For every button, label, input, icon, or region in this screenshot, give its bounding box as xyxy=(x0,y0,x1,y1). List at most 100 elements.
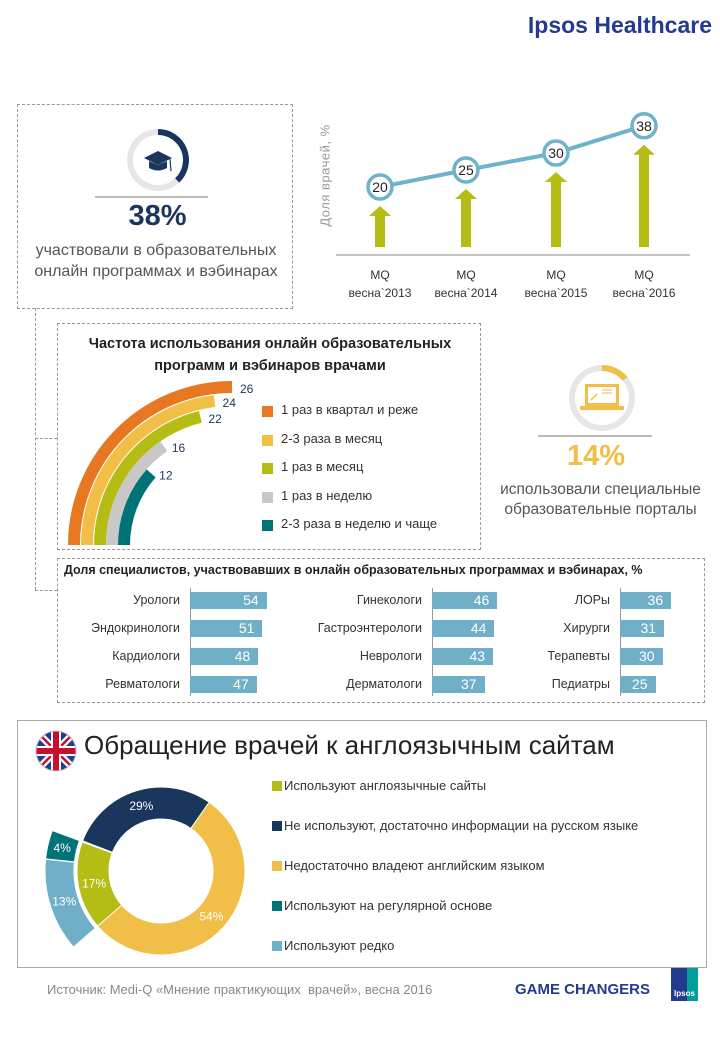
source-note: Источник: Medi-Q «Мнение практикующих вр… xyxy=(47,982,433,997)
arc-value-label: 12 xyxy=(159,468,173,482)
growth-arrow xyxy=(369,206,391,247)
trend-line xyxy=(379,123,645,189)
caption-line: образовательные порталы xyxy=(504,501,697,518)
programs-ring xyxy=(127,129,189,191)
specialists-chart-box xyxy=(57,558,705,703)
specialty-label: Кардиологи xyxy=(112,649,180,663)
laptop-icon xyxy=(580,384,624,410)
specialty-label: Дерматологи xyxy=(346,677,422,691)
specialty-bar: 44 xyxy=(432,620,495,637)
pie-slice xyxy=(96,801,246,956)
data-label: 30 xyxy=(548,145,564,161)
english-sites-title: Обращение врачей к англоязычным сайтам xyxy=(84,730,615,760)
portals-percent: 14% xyxy=(566,440,626,472)
specialty-bar: 43 xyxy=(432,648,494,665)
x-tick-label: MQ весна`2016 xyxy=(599,266,689,302)
programs-percent: 38% xyxy=(128,200,187,232)
brand-title: Ipsos Healthcare xyxy=(527,12,712,38)
y-axis-label: Доля врачей, % xyxy=(317,124,333,227)
caption-line: использовали специальные xyxy=(500,481,701,498)
frequency-arc xyxy=(106,441,168,546)
legend-label: 2-3 раза в неделю и чаще xyxy=(281,516,438,531)
programs-stat-box xyxy=(17,104,293,309)
specialty-label: ЛОРы xyxy=(574,593,610,607)
specialty-label: Урологи xyxy=(133,593,180,607)
legend-label: Не используют, достаточно информации на … xyxy=(284,818,639,833)
legend-swatch xyxy=(272,781,282,791)
pie-slice-label: 17% xyxy=(82,876,106,890)
specialty-bar: 51 xyxy=(190,620,263,637)
legend-swatch xyxy=(262,463,273,474)
specialty-bar: 30 xyxy=(620,648,663,665)
connector-line xyxy=(35,308,36,590)
frequency-chart-title: Частота использования онлайн образовател… xyxy=(60,333,480,377)
legend-swatch xyxy=(262,520,273,531)
title-line: программ и вэбинаров врачами xyxy=(154,358,386,374)
legend-label: Используют на регулярной основе xyxy=(284,898,493,913)
frequency-arc xyxy=(118,469,156,546)
uk-flag-icon xyxy=(35,730,77,772)
connector-line xyxy=(35,438,57,439)
legend-swatch xyxy=(272,821,282,831)
bar-axis xyxy=(432,588,433,696)
specialty-bar: 25 xyxy=(620,676,656,693)
specialty-bar: 36 xyxy=(620,592,672,609)
specialty-label: Эндокринологи xyxy=(90,621,180,635)
specialists-chart-title: Доля специалистов, участвовавших в онлай… xyxy=(64,563,643,577)
specialty-label: Педиатры xyxy=(551,677,610,691)
programs-caption: участвовали в образовательных онлайн про… xyxy=(20,240,292,282)
arc-value-label: 22 xyxy=(208,412,222,426)
legend-label: 2-3 раза в месяц xyxy=(281,430,383,446)
tick-line: весна`2014 xyxy=(434,286,498,300)
pie-slice-label: 54% xyxy=(199,910,223,924)
specialty-label: Хирурги xyxy=(563,621,610,635)
tick-line: MQ xyxy=(546,268,566,282)
growth-arrow xyxy=(633,144,655,247)
specialty-bar: 47 xyxy=(190,676,257,693)
game-changers-tagline: GAME CHANGERS xyxy=(515,981,651,998)
specialty-label: Терапевты xyxy=(547,649,610,663)
legend-swatch xyxy=(272,941,282,951)
legend-swatch xyxy=(262,491,273,503)
x-tick-label: MQ весна`2013 xyxy=(335,266,425,302)
frequency-chart-box xyxy=(57,323,481,550)
data-point xyxy=(542,139,570,167)
specialty-bar: 46 xyxy=(432,592,498,609)
data-point xyxy=(452,156,480,184)
frequency-arc xyxy=(94,411,202,546)
connector-line xyxy=(35,590,57,591)
tick-line: весна`2016 xyxy=(612,286,676,300)
tick-line: MQ xyxy=(370,268,390,282)
legend-label: Недостаточно владеют английским языком xyxy=(284,858,545,873)
frequency-arc xyxy=(68,381,233,546)
specialty-label: Ревматологи xyxy=(105,677,180,691)
specialty-label: Неврологи xyxy=(359,649,422,663)
pie-slice xyxy=(45,829,81,863)
ipsos-logo-text: Ipsos xyxy=(674,989,695,998)
legend-swatch xyxy=(272,901,282,911)
pie-slice-label: 13% xyxy=(52,895,76,909)
tick-line: весна`2013 xyxy=(348,286,412,300)
legend-label: 1 раз в месяц xyxy=(281,459,364,474)
legend-swatch xyxy=(262,434,273,446)
specialty-bar: 54 xyxy=(190,592,267,609)
legend-swatch xyxy=(262,406,273,417)
arc-value-label: 24 xyxy=(223,396,237,410)
data-label: 20 xyxy=(372,179,388,195)
portals-caption: использовали специальные образовательные… xyxy=(478,480,720,520)
pie-slice xyxy=(81,786,211,854)
tick-line: весна`2015 xyxy=(524,286,588,300)
legend-label: Используют англоязычные сайты xyxy=(284,778,487,793)
pie-slice xyxy=(76,841,123,927)
bar-axis xyxy=(190,588,191,696)
portals-ring xyxy=(569,365,635,431)
legend-swatch xyxy=(272,861,282,871)
bar-axis xyxy=(620,588,621,696)
growth-arrow xyxy=(545,172,567,247)
arc-value-label: 16 xyxy=(172,441,186,455)
data-point xyxy=(366,173,394,201)
specialty-bar: 31 xyxy=(620,620,665,637)
pie-slice-label: 29% xyxy=(129,799,153,813)
arc-value-label: 26 xyxy=(240,382,254,396)
tick-line: MQ xyxy=(456,268,476,282)
